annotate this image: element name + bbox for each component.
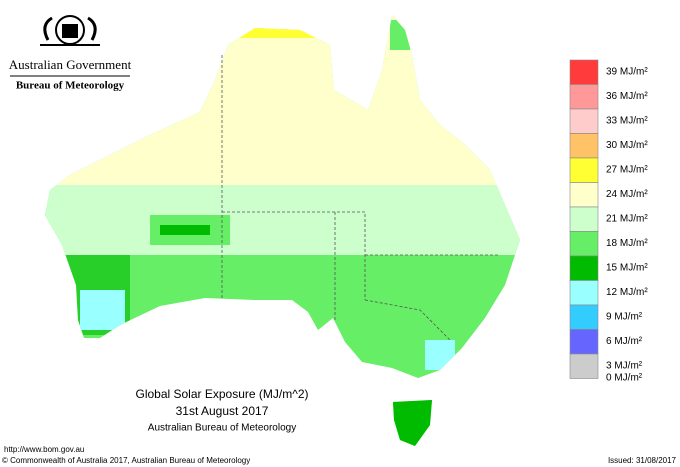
url: http://www.bom.gov.au [4,445,84,454]
legend: 39 MJ/m² 36 MJ/m² 33 MJ/m² 30 MJ/m² 27 MJ/m²… [569,59,648,379]
issued-date: Issued: 31/08/2017 [608,456,677,465]
legend-label: 3 MJ/m² [606,361,643,372]
legend-swatch [569,329,599,355]
copyright: © Commonwealth of Australia 2017, Austra… [2,456,250,465]
logo [40,15,100,46]
legend-label: 36 MJ/m² [606,91,648,102]
legend-label: 27 MJ/m² [606,165,648,176]
legend-label: 39 MJ/m² [606,67,648,78]
legend-label: 15 MJ/m² [606,263,648,274]
legend-swatch [569,157,599,183]
legend-swatch [569,206,599,232]
legend-label: 18 MJ/m² [606,238,648,249]
legend-label: 6 MJ/m² [606,336,643,347]
legend-label: 12 MJ/m² [606,287,648,298]
legend-label: 30 MJ/m² [606,140,648,151]
legend-swatch [569,182,599,208]
legend-swatch [569,133,599,159]
map-title: Global Solar Exposure (MJ/m^2) [135,387,308,401]
legend-label: 24 MJ/m² [606,189,648,200]
state-borders [221,55,500,341]
legend-swatch [569,59,599,85]
map-source: Australian Bureau of Meteorology [148,423,296,434]
legend-swatch [569,84,599,110]
legend-label: 21 MJ/m² [606,214,648,225]
map-date: 31st August 2017 [176,404,269,418]
legend-label: 33 MJ/m² [606,116,648,127]
legend-swatch [569,353,599,379]
legend-swatch [569,108,599,134]
legend-swatch [569,255,599,281]
legend-swatch [569,231,599,257]
legend-label: 9 MJ/m² [606,312,643,323]
agency-name: Bureau of Meteorology [16,80,125,92]
gov-name: Australian Government [9,57,132,72]
legend-swatch [569,280,599,306]
legend-swatch [569,304,599,330]
legend-label: 0 MJ/m² [606,373,643,384]
